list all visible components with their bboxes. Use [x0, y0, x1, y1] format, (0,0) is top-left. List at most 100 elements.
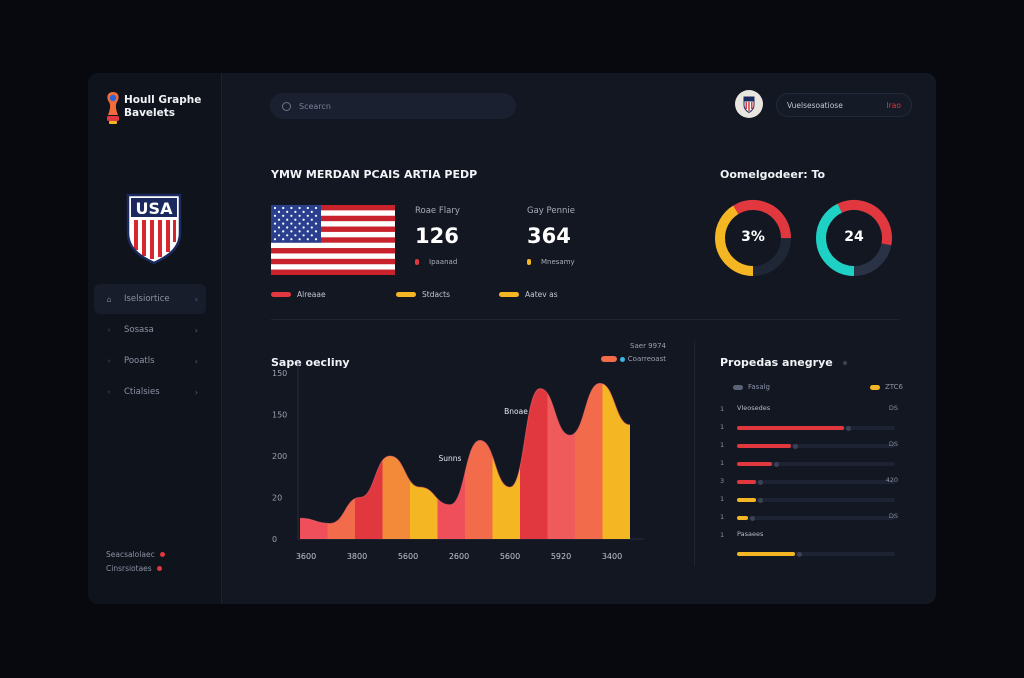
red-marker-icon [415, 259, 419, 265]
legend-label: Fasalg [748, 383, 770, 391]
progress-knob [797, 551, 803, 557]
progress-row: 1 [720, 419, 898, 437]
search-input[interactable] [299, 101, 499, 111]
progress-knob [750, 515, 756, 521]
donut-arc-primary [816, 200, 892, 276]
area-band [465, 383, 493, 539]
progress-row: 1 DS [720, 509, 898, 527]
legend-label: Alreaae [297, 290, 326, 299]
x-tick-label: 3600 [296, 552, 316, 561]
y-tick-label: 150 [272, 369, 287, 378]
donut-arc-secondary [715, 200, 791, 276]
progress-fill [737, 462, 772, 466]
progress-value: DS [888, 440, 898, 448]
progress-title-label: Propedas anegrye [720, 356, 833, 369]
stat-value: 126 [415, 224, 459, 248]
donut-chart-1: 3% [713, 198, 793, 278]
y-tick-label: 200 [272, 452, 287, 461]
yellow-marker-icon [527, 259, 531, 265]
sidebar-item-overview[interactable]: ⌂ Iselsiortice › [94, 284, 206, 314]
progress-index: 1 [720, 459, 725, 467]
sidebar-footer: Seacsalolaec Cinsrsiotaes [106, 547, 165, 575]
progress-value: DS [888, 404, 898, 412]
sidebar-item-team[interactable]: ◦ Sosasa › [94, 315, 206, 345]
chart-annotation: Sunns [439, 454, 462, 463]
progress-track [737, 425, 895, 431]
y-tick-label: 0 [272, 535, 277, 544]
svg-text:USA: USA [136, 199, 174, 218]
sidebar-footer-link[interactable]: Cinsrsiotaes [106, 561, 165, 575]
sidebar-item-label: Pooatls [124, 356, 155, 366]
progress-knob [757, 479, 763, 485]
area-band [382, 383, 411, 539]
progress-title: Propedas anegrye [720, 356, 847, 369]
x-tick-label: 5600 [398, 552, 418, 561]
legend-item: Stdacts [396, 290, 499, 299]
legend-item: Fasalg [733, 383, 770, 391]
progress-fill [737, 480, 756, 484]
sidebar-item-settings[interactable]: ◦ Ctialsies › [94, 377, 206, 407]
progress-row: 1 DS [720, 437, 898, 455]
chevron-right-icon: › [194, 387, 198, 397]
progress-legend: Fasalg ZTC6 [733, 383, 903, 391]
legend-swatch [733, 384, 743, 390]
progress-fill [737, 552, 796, 556]
usa-crest-icon [743, 96, 755, 114]
user-menu[interactable]: Vuelsesoatiose Irao [776, 93, 912, 117]
legend-swatch [600, 356, 617, 362]
team-legend: Alreaae Stdacts Aatev as [271, 290, 558, 299]
section-divider [271, 319, 899, 320]
sidebar-footer-link[interactable]: Seacsalolaec [106, 547, 165, 561]
progress-value: 420 [885, 476, 898, 484]
donut-ring [816, 200, 892, 276]
progress-track [737, 515, 895, 521]
progress-row: 1 Pasaees [720, 527, 898, 545]
sidebar: Houll Graphe Bavelets USA ⌂ Iselsiortice… [88, 73, 222, 604]
area-band [410, 383, 438, 539]
donut-section-title: Oomelgodeer: To [720, 168, 826, 181]
legend-item: Aatev as [499, 290, 558, 299]
sidebar-item-label: Ctialsies [124, 387, 160, 397]
area-band [437, 383, 466, 539]
progress-track [737, 461, 895, 467]
progress-index: 1 [720, 441, 725, 449]
area-band [602, 383, 630, 539]
sidebar-nav: ⌂ Iselsiortice › ◦ Sosasa › ◦ Pooatls › … [94, 284, 206, 408]
chevron-right-icon: › [194, 325, 198, 335]
settings-icon: ◦ [106, 387, 112, 397]
donut-ring [715, 200, 791, 276]
us-flag-icon [271, 205, 395, 275]
search-bar[interactable] [270, 93, 516, 119]
progress-fill [737, 498, 756, 502]
x-tick-label: 3400 [602, 552, 622, 561]
stats-icon: ◦ [106, 356, 112, 366]
legend-item: ZTC6 [869, 383, 903, 391]
legend-swatch [499, 292, 519, 297]
x-tick-label: 5600 [500, 552, 520, 561]
usa-crest-icon: USA [126, 193, 182, 265]
y-tick-label: 20 [272, 494, 282, 503]
progress-value: DS [888, 512, 898, 520]
progress-label: Vleosedes [737, 404, 771, 412]
y-tick-label: 150 [272, 411, 287, 420]
stat-sub: Ipaanad [415, 258, 460, 266]
sidebar-item-stats[interactable]: ◦ Pooatls › [94, 346, 206, 376]
brand-name: Houll Graphe Bavelets [124, 94, 201, 120]
brand-line2: Bavelets [124, 107, 176, 119]
series-line [299, 382, 631, 524]
legend-dot-icon [619, 356, 625, 362]
legend-label: Coarreoast [627, 355, 666, 363]
trophy-logo-icon [107, 92, 119, 124]
x-tick-label: 3800 [347, 552, 367, 561]
chart-legend: Saer 9974 Coarreoast [586, 342, 666, 363]
progress-index: 1 [720, 405, 725, 413]
chart-title: Sape oecliny [271, 356, 350, 369]
chart-legend-row: Coarreoast [586, 355, 666, 363]
x-tick-label: 5920 [551, 552, 571, 561]
progress-index: 3 [720, 477, 725, 485]
progress-index: 1 [720, 531, 725, 539]
avatar[interactable] [735, 90, 763, 118]
user-tag: Irao [886, 100, 901, 110]
chart-legend-title: Saer 9974 [630, 342, 666, 350]
section-divider [694, 341, 695, 566]
